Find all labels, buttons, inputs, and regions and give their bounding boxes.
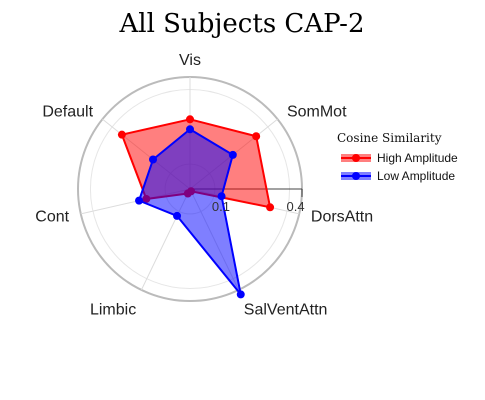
data-point xyxy=(149,155,158,164)
axis-label: SalVentAttn xyxy=(244,302,328,319)
data-point xyxy=(266,203,275,212)
legend-marker xyxy=(352,154,360,162)
axis-label: DorsAttn xyxy=(311,209,373,226)
axis-label: Cont xyxy=(35,209,69,226)
series-layer xyxy=(117,115,275,299)
axis-label: Default xyxy=(42,104,93,121)
series-polygon xyxy=(138,128,242,296)
radial-tick-label: 0.1 xyxy=(212,199,230,214)
data-point xyxy=(186,115,194,124)
axis-label: Vis xyxy=(179,52,201,69)
data-point xyxy=(117,130,126,139)
data-point xyxy=(228,150,237,159)
data-point xyxy=(236,290,245,299)
data-point xyxy=(186,125,194,134)
legend-marker xyxy=(352,172,360,180)
radial-tick-label: 0.4 xyxy=(287,199,305,214)
axis-label: SomMot xyxy=(287,104,347,121)
data-point xyxy=(252,132,261,141)
axis-label: Limbic xyxy=(90,302,136,319)
legend-title: Cosine Similarity xyxy=(337,131,442,145)
radial-tick-labels: 0.1 0.4 xyxy=(212,199,305,214)
legend: Cosine Similarity High Amplitude Low Ampl… xyxy=(337,131,458,183)
data-point xyxy=(173,211,182,220)
data-point xyxy=(135,196,144,205)
legend-label: High Amplitude xyxy=(377,151,458,165)
chart-title: All Subjects CAP-2 xyxy=(118,9,364,39)
data-point xyxy=(217,192,226,201)
legend-label: Low Amplitude xyxy=(377,169,455,183)
axis-labels: Vis SomMot DorsAttn SalVentAttn Limbic Cont De… xyxy=(35,52,373,319)
